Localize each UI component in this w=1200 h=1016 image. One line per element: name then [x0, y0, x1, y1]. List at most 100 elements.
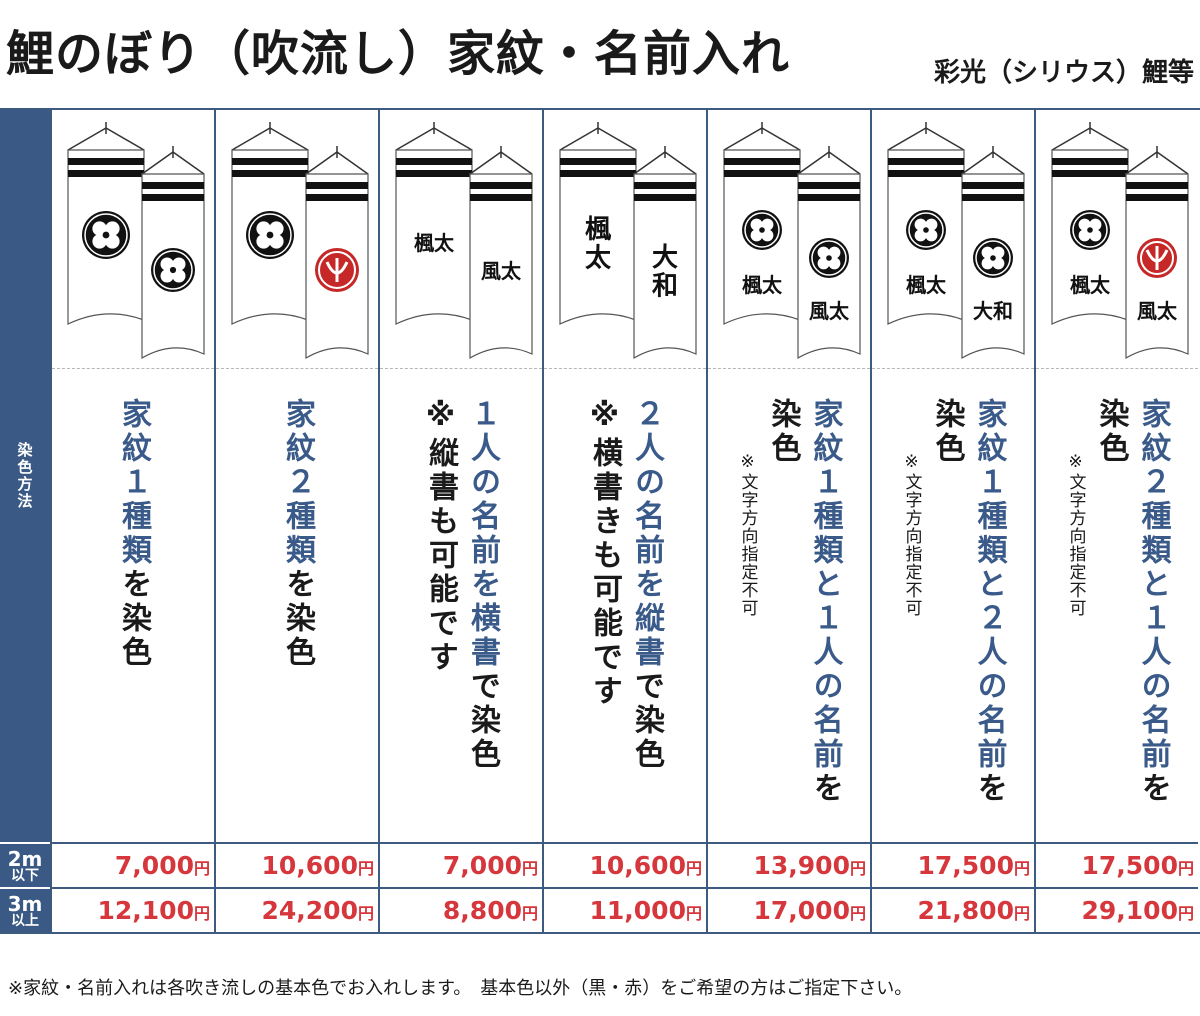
- black-crest-icon: [1070, 210, 1110, 250]
- streamer-shape: [395, 122, 473, 325]
- price-3m-value: 21,800: [917, 896, 1014, 925]
- side-header: 染色方法 2m 以下 3m 以上: [0, 110, 50, 932]
- size-3m-label: 3m 以上: [0, 887, 50, 932]
- option-column-7: 楓太 風太 家紋２種類と１人の名前を 染色 ※文字方向指定不可 17,500円 29,10…: [1034, 110, 1198, 932]
- description-highlight: １人の名前を横書: [465, 398, 500, 670]
- price-3m-value: 17,000: [753, 896, 850, 925]
- description-line: 家紋１種類と１人の名前を: [807, 398, 843, 806]
- description-line: 染色: [765, 398, 801, 466]
- yen-label: 円: [685, 859, 702, 878]
- price-3m-value: 29,100: [1081, 896, 1178, 925]
- price-2m: 7,000円: [380, 842, 542, 887]
- price-3m: 8,800円: [380, 887, 542, 932]
- description-line: 家紋２種類と１人の名前を: [1135, 398, 1171, 806]
- price-3m-value: 11,000: [589, 896, 686, 925]
- method-description: 家紋２種類と１人の名前を 染色 ※文字方向指定不可: [1036, 372, 1198, 842]
- svg-text:大: 大: [652, 243, 678, 273]
- price-3m-value: 12,100: [97, 896, 194, 925]
- size-2m-bottom: 以下: [11, 867, 39, 884]
- description-line: 家紋１種類を染色: [116, 398, 151, 670]
- black-crest-icon: [82, 211, 130, 259]
- option-column-5: 楓太 風太 家紋１種類と１人の名前を 染色 ※文字方向指定不可 13,900円 17,00…: [706, 110, 870, 932]
- svg-text:楓太: 楓太: [742, 273, 783, 297]
- description-highlight: 家紋２種類: [280, 398, 315, 568]
- streamer-illustration: 楓太 大和: [559, 122, 697, 360]
- description-note: ※文字方向指定不可: [737, 452, 758, 617]
- price-3m: 29,100円: [1036, 887, 1198, 932]
- price-2m-value: 17,500: [917, 851, 1014, 880]
- price-3m: 21,800円: [872, 887, 1034, 932]
- description-rest: 染色: [929, 398, 965, 466]
- option-column-2: 家紋２種類を染色 10,600円 24,200円: [214, 110, 378, 932]
- price-2m: 17,500円: [872, 842, 1034, 887]
- price-2m-value: 7,000: [114, 851, 194, 880]
- brand-label: 彩光（シリウス）鯉等: [933, 58, 1194, 88]
- method-label-cell: 染色方法: [0, 110, 50, 842]
- description-line: 染色: [1093, 398, 1129, 466]
- option-column-6: 楓太 大和 家紋１種類と２人の名前を 染色 ※文字方向指定不可 17,500円 21,80…: [870, 110, 1034, 932]
- streamer-shape: [633, 146, 697, 360]
- black-crest-icon: [742, 210, 782, 250]
- size-2m-label: 2m 以下: [0, 842, 50, 887]
- streamer-illustration: [231, 122, 369, 360]
- description-rest: を: [971, 772, 1007, 806]
- size-2m-top: 2m: [7, 846, 43, 871]
- description-rest: ※横書きも可能です: [587, 398, 622, 709]
- streamer-shape: [469, 146, 533, 360]
- description-rest: を染色: [280, 568, 315, 670]
- yen-label: 円: [357, 904, 374, 923]
- description-note: ※文字方向指定不可: [1065, 452, 1086, 617]
- option-column-3: 楓太 風太 １人の名前を横書で染色 ※縦書も可能です 7,000円 8,800円: [378, 110, 542, 932]
- svg-text:楓太: 楓太: [1070, 273, 1111, 297]
- description-rest: を染色: [116, 568, 151, 670]
- option-column-4: 楓太大和 ２人の名前を縦書で染色 ※横書きも可能です 10,600円 11,000円: [542, 110, 706, 932]
- method-description: ２人の名前を縦書で染色 ※横書きも可能です: [544, 372, 706, 842]
- svg-text:楓太: 楓太: [414, 231, 455, 255]
- yen-label: 円: [849, 859, 866, 878]
- description-highlight: 家紋１種類: [116, 398, 151, 568]
- description-rest: 染色: [1093, 398, 1129, 466]
- svg-text:風太: 風太: [809, 299, 850, 323]
- yen-label: 円: [1177, 859, 1194, 878]
- red-crest-icon: [315, 248, 359, 292]
- price-2m-value: 17,500: [1081, 851, 1178, 880]
- price-2m: 10,600円: [216, 842, 378, 887]
- method-description: 家紋１種類と２人の名前を 染色 ※文字方向指定不可: [872, 372, 1034, 842]
- price-3m-value: 24,200: [261, 896, 358, 925]
- description-highlight: 家紋１種類と１人の名前: [807, 398, 843, 772]
- price-3m: 17,000円: [708, 887, 870, 932]
- price-2m-value: 10,600: [261, 851, 358, 880]
- yen-label: 円: [849, 904, 866, 923]
- description-line: 家紋２種類を染色: [280, 398, 315, 670]
- price-2m: 17,500円: [1036, 842, 1198, 887]
- method-description: 家紋１種類と１人の名前を 染色 ※文字方向指定不可: [708, 372, 870, 842]
- description-rest: 染色: [765, 398, 801, 466]
- footer-note: ※家紋・名前入れは各吹き流しの基本色でお入れします。 基本色以外（黒・赤）をご希…: [8, 978, 913, 999]
- size-3m-bottom: 以上: [11, 912, 39, 929]
- method-label: 染色方法: [15, 442, 34, 510]
- description-highlight: ２人の名前を縦書: [629, 398, 664, 670]
- yen-label: 円: [521, 859, 538, 878]
- svg-text:楓太: 楓太: [906, 273, 947, 297]
- description-line: ※横書きも可能です: [587, 398, 622, 709]
- yen-label: 円: [193, 859, 210, 878]
- svg-text:和: 和: [652, 272, 678, 302]
- description-rest: で染色: [629, 670, 664, 772]
- svg-text:風太: 風太: [481, 259, 522, 283]
- yen-label: 円: [1013, 904, 1030, 923]
- yen-label: 円: [357, 859, 374, 878]
- description-line: １人の名前を横書で染色: [465, 398, 500, 772]
- method-description: 家紋２種類を染色: [216, 372, 378, 842]
- description-rest: を: [1135, 772, 1171, 806]
- price-3m-value: 8,800: [442, 896, 522, 925]
- description-rest: を: [807, 772, 843, 806]
- price-3m: 11,000円: [544, 887, 706, 932]
- svg-text:太: 太: [585, 244, 612, 274]
- red-crest-icon: [1137, 238, 1177, 278]
- description-highlight: 家紋１種類と２人の名前: [971, 398, 1007, 772]
- size-3m-top: 3m: [7, 891, 43, 916]
- price-2m-value: 10,600: [589, 851, 686, 880]
- page-title: 鯉のぼり（吹流し）家紋・名前入れ: [6, 26, 791, 82]
- streamer-illustration: 楓太 風太: [1051, 122, 1189, 360]
- yen-label: 円: [1013, 859, 1030, 878]
